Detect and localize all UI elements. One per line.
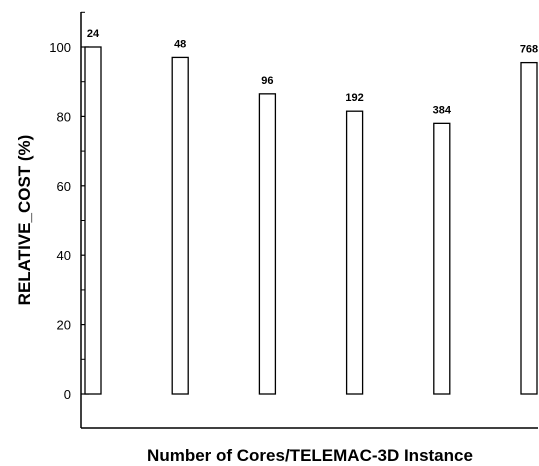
- y-tick-label: 80: [57, 109, 71, 124]
- x-axis-title: Number of Cores/TELEMAC-3D Instance: [147, 446, 473, 465]
- bar-96: [258, 93, 277, 395]
- bar-label-48: 48: [174, 38, 186, 50]
- bar-label-768: 768: [520, 44, 538, 56]
- y-tick-label: 20: [57, 318, 71, 333]
- y-axis-ticks: 0 20 40 60 80 100: [49, 11, 89, 402]
- y-axis-title: RELATIVE_COST (%): [15, 135, 34, 306]
- y-tick-label: 100: [49, 40, 71, 55]
- bar-label-24: 24: [87, 28, 100, 40]
- bar-label-384: 384: [433, 104, 452, 116]
- y-tick-label: 60: [57, 179, 71, 194]
- bar-384: [433, 122, 451, 395]
- bars: 24 48 96 192 384 768: [84, 28, 538, 395]
- y-tick-label: 0: [64, 387, 71, 402]
- bar-label-96: 96: [261, 75, 273, 87]
- bar-24: [84, 46, 102, 395]
- bar-48: [171, 56, 189, 395]
- bar-192: [345, 110, 364, 395]
- bar-768: [520, 61, 538, 395]
- y-tick-label: 40: [57, 248, 71, 263]
- bar-label-192: 192: [345, 92, 363, 104]
